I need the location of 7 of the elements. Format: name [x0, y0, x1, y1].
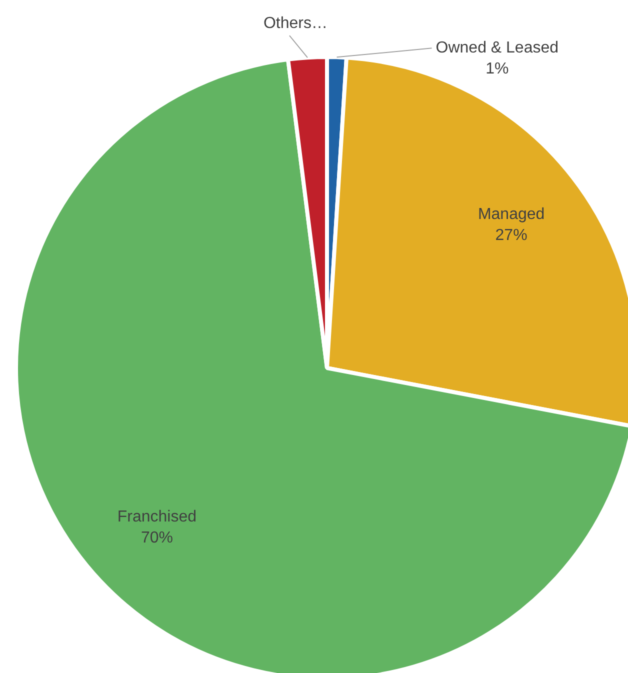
- slice-label: Franchised: [117, 508, 197, 526]
- data-label: 70%: [140, 530, 173, 547]
- slice-label: Others…: [263, 15, 328, 32]
- data-label: 27%: [495, 226, 528, 244]
- slice-label: Owned & Leased: [436, 40, 559, 57]
- data-label: 1%: [486, 60, 509, 78]
- slice-label: Managed: [478, 206, 545, 223]
